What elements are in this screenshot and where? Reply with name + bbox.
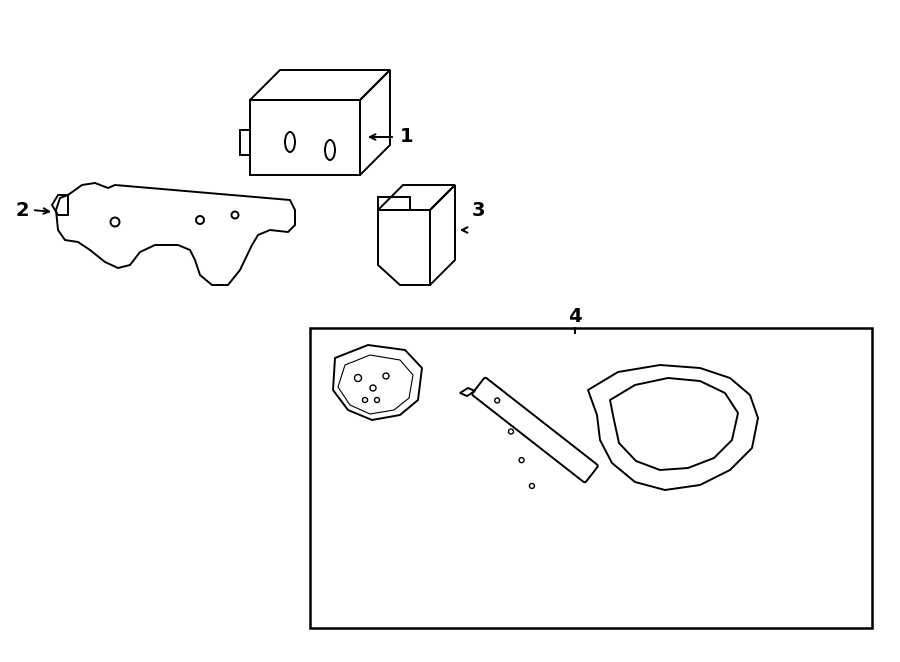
Text: 4: 4 <box>568 307 581 326</box>
Text: 1: 1 <box>400 128 414 146</box>
Text: 2: 2 <box>15 201 29 220</box>
Bar <box>310 328 872 628</box>
Text: 3: 3 <box>472 201 485 220</box>
